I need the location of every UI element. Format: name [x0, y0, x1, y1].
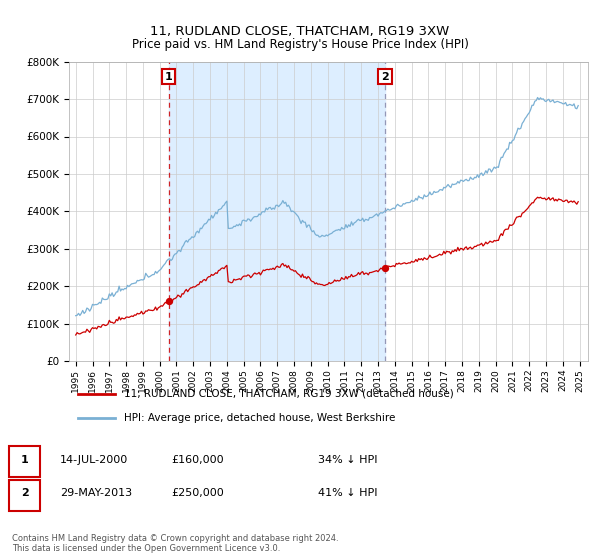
Text: 11, RUDLAND CLOSE, THATCHAM, RG19 3XW: 11, RUDLAND CLOSE, THATCHAM, RG19 3XW: [151, 25, 449, 38]
Text: Price paid vs. HM Land Registry's House Price Index (HPI): Price paid vs. HM Land Registry's House …: [131, 38, 469, 51]
Text: Contains HM Land Registry data © Crown copyright and database right 2024.
This d: Contains HM Land Registry data © Crown c…: [12, 534, 338, 553]
Text: £250,000: £250,000: [171, 488, 224, 498]
Text: 41% ↓ HPI: 41% ↓ HPI: [318, 488, 377, 498]
Text: 14-JUL-2000: 14-JUL-2000: [60, 455, 128, 465]
Bar: [169, 62, 385, 361]
Text: 34% ↓ HPI: 34% ↓ HPI: [318, 455, 377, 465]
Text: 1: 1: [165, 72, 173, 82]
Text: HPI: Average price, detached house, West Berkshire: HPI: Average price, detached house, West…: [124, 413, 396, 423]
Text: 2: 2: [381, 72, 389, 82]
Point: [164, 297, 173, 306]
Point: [380, 263, 390, 272]
Text: 11, RUDLAND CLOSE, THATCHAM, RG19 3XW (detached house): 11, RUDLAND CLOSE, THATCHAM, RG19 3XW (d…: [124, 389, 454, 399]
Text: 2: 2: [21, 488, 28, 498]
Text: £160,000: £160,000: [171, 455, 224, 465]
Text: 29-MAY-2013: 29-MAY-2013: [60, 488, 132, 498]
Text: 1: 1: [21, 455, 28, 465]
